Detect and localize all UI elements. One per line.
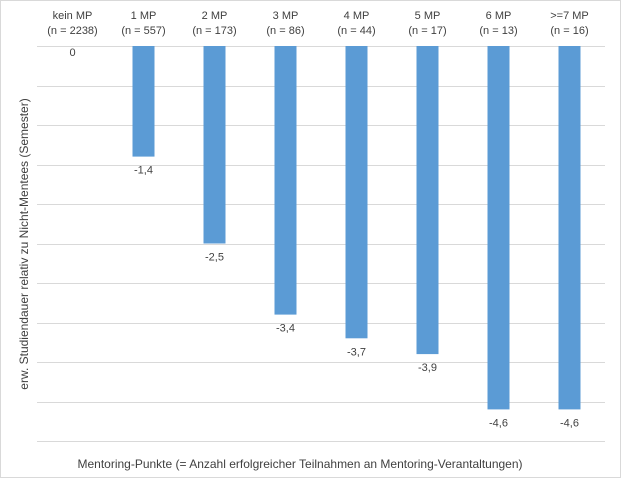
category-label: 4 MP [344, 10, 370, 22]
bar [274, 46, 297, 315]
sample-size-label: (n = 557) [121, 25, 165, 37]
sample-size-label: (n = 173) [192, 25, 236, 37]
x-axis-title: Mentoring-Punkte (= Anzahl erfolgreicher… [77, 457, 522, 471]
data-label: -3,7 [347, 346, 366, 358]
bar [487, 46, 510, 410]
category-label: 1 MP [131, 10, 157, 22]
bar [558, 46, 581, 410]
category-label: 6 MP [486, 10, 512, 22]
data-label: -4,6 [489, 417, 508, 429]
sample-size-label: (n = 86) [266, 25, 304, 37]
sample-size-label: (n = 2238) [47, 25, 97, 37]
sample-size-label: (n = 17) [408, 25, 446, 37]
data-label: -4,6 [560, 417, 579, 429]
data-label: -3,9 [418, 362, 437, 374]
data-label: 0 [69, 47, 75, 59]
sample-size-label: (n = 16) [550, 25, 588, 37]
bars [132, 46, 581, 410]
bar [132, 46, 155, 157]
value-labels: 0 -1,4 -2,5 -3,4 -3,7 -3,9 -4,6 -4,6 [69, 47, 579, 429]
data-label: -3,4 [276, 323, 295, 335]
sample-size-label: (n = 13) [479, 25, 517, 37]
sample-size-label: (n = 44) [337, 25, 375, 37]
bar [416, 46, 439, 355]
data-label: -2,5 [205, 252, 224, 264]
y-axis-title: erw. Studiendauer relativ zu Nicht-Mente… [17, 98, 31, 389]
category-label: 3 MP [273, 10, 299, 22]
category-label: 2 MP [202, 10, 228, 22]
gridlines [37, 46, 605, 442]
bar [345, 46, 368, 339]
category-label: >=7 MP [550, 10, 589, 22]
bar [203, 46, 226, 244]
category-label: kein MP [53, 10, 93, 22]
category-label: 5 MP [415, 10, 441, 22]
category-labels: kein MP (n = 2238) 1 MP (n = 557) 2 MP (n = 1… [47, 10, 588, 37]
data-label: -1,4 [134, 165, 153, 177]
